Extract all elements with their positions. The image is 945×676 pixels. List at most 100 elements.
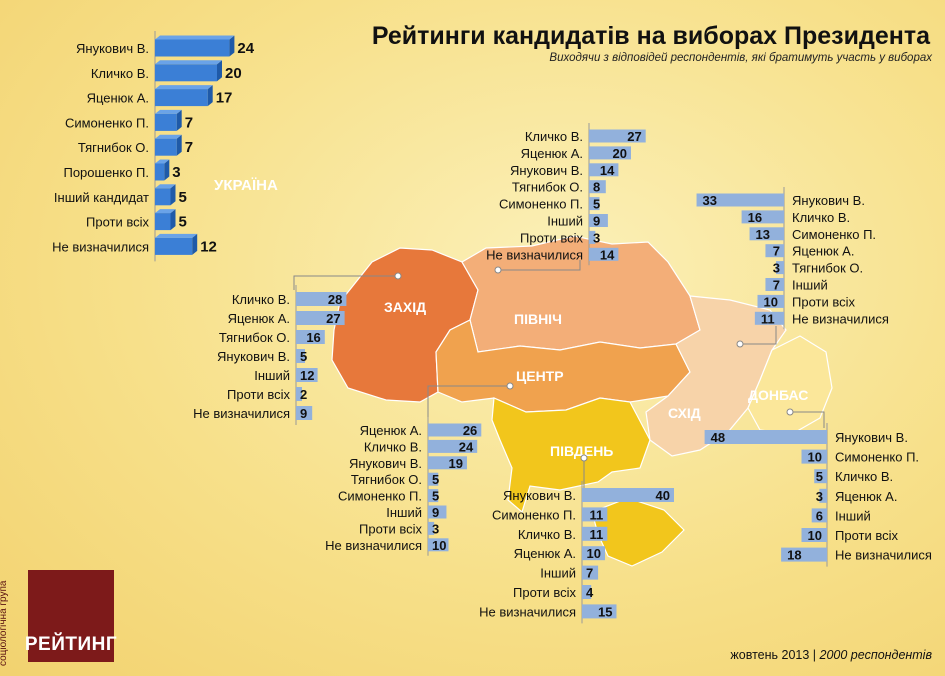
- logo-side-text: соціологічна група: [0, 580, 9, 667]
- region-label-donbas: ДОНБАС: [748, 387, 808, 403]
- bar: [155, 64, 217, 82]
- value-label: 16: [306, 330, 320, 345]
- category-label: Яценюк А.: [228, 311, 290, 326]
- bar: [801, 449, 827, 464]
- bar: [749, 227, 784, 241]
- bar: [582, 546, 605, 561]
- bar: [801, 528, 827, 542]
- category-label: Проти всіх: [792, 294, 855, 309]
- category-label: Яценюк А.: [514, 546, 576, 561]
- logo-name: РЕЙТИНГ: [24, 634, 118, 655]
- value-label: 3: [773, 261, 780, 276]
- bar: [428, 472, 439, 486]
- value-label: 17: [216, 90, 233, 107]
- value-label: 24: [237, 40, 254, 57]
- footer-separator: |: [812, 648, 817, 662]
- value-label: 10: [764, 294, 778, 309]
- category-label: Інший: [547, 214, 583, 229]
- category-label: Не визначилися: [479, 604, 576, 619]
- bar: [155, 237, 193, 255]
- category-label: Янукович В.: [503, 488, 576, 503]
- value-label: 18: [787, 548, 801, 563]
- value-label: 12: [200, 238, 217, 255]
- value-label: 26: [463, 423, 477, 438]
- value-label: 7: [185, 139, 193, 156]
- bar: [582, 604, 617, 619]
- value-label: 10: [432, 538, 446, 553]
- value-label: 5: [300, 349, 307, 364]
- category-label: Кличко В.: [525, 129, 583, 144]
- bar: [155, 138, 177, 156]
- bar: [296, 406, 313, 420]
- bar: [428, 505, 447, 519]
- category-label: Інший: [254, 368, 290, 383]
- region-label-ukraine: УКРАЇНА: [214, 177, 278, 194]
- category-label: Симоненко П.: [792, 227, 876, 242]
- category-label: Кличко В.: [518, 527, 576, 542]
- bar: [582, 565, 599, 580]
- category-label: Не визначилися: [325, 538, 422, 553]
- value-label: 28: [328, 292, 342, 307]
- region-label-pivden: ПІВДЕНЬ: [550, 443, 613, 459]
- category-label: Кличко В.: [232, 292, 290, 307]
- category-label: Тягнибок О.: [792, 261, 863, 276]
- category-label: Яценюк А.: [835, 489, 897, 504]
- bar: [428, 538, 449, 552]
- bar: [155, 188, 171, 206]
- value-label: 6: [816, 508, 823, 523]
- bar-side: [164, 159, 170, 181]
- category-label: Тягнибок О.: [78, 140, 149, 155]
- bar: [696, 193, 784, 207]
- bar-top: [155, 85, 213, 90]
- bar: [589, 230, 596, 244]
- category-label: Симоненко П.: [492, 507, 576, 522]
- value-label: 14: [600, 163, 615, 178]
- category-label: Проти всіх: [835, 528, 898, 543]
- value-label: 5: [179, 214, 187, 231]
- bar: [757, 294, 784, 308]
- bar: [811, 508, 827, 523]
- value-label: 2: [300, 387, 307, 402]
- category-label: Яценюк А.: [360, 423, 422, 438]
- bar: [582, 526, 608, 541]
- value-label: 8: [593, 180, 600, 195]
- value-label: 11: [590, 527, 604, 542]
- bar: [765, 244, 784, 258]
- value-label: 15: [598, 604, 612, 619]
- bar: [296, 349, 305, 363]
- bar: [582, 585, 592, 599]
- value-label: 7: [773, 244, 780, 259]
- category-label: Симоненко П.: [65, 115, 149, 130]
- category-label: Янукович В.: [349, 456, 422, 471]
- bar: [765, 278, 784, 291]
- bar: [589, 197, 600, 211]
- value-label: 3: [432, 521, 439, 536]
- bar-side: [176, 109, 182, 131]
- bar-top: [155, 60, 222, 65]
- category-label: Яценюк А.: [521, 146, 583, 161]
- bar: [819, 488, 827, 503]
- value-label: 7: [586, 566, 593, 581]
- region-label-tsentr: ЦЕНТР: [516, 368, 564, 384]
- bar-side: [192, 233, 198, 255]
- category-label: Симоненко П.: [338, 489, 422, 504]
- category-label: Симоненко П.: [499, 197, 583, 212]
- bar: [428, 439, 478, 453]
- bar-top: [155, 209, 176, 214]
- bar: [814, 469, 827, 484]
- category-label: Інший: [792, 278, 828, 293]
- category-label: Яценюк А.: [87, 91, 149, 106]
- category-label: Інший: [386, 505, 422, 520]
- bar: [155, 163, 165, 181]
- value-label: 10: [808, 528, 822, 543]
- category-label: Порошенко П.: [63, 165, 149, 180]
- value-label: 3: [172, 164, 180, 181]
- chart-subtitle: Виходячи з відповідей респондентів, які …: [549, 52, 932, 64]
- value-label: 5: [593, 197, 600, 212]
- respondent-count: 2000 респондентів: [819, 648, 932, 662]
- value-label: 20: [613, 146, 627, 161]
- value-label: 20: [225, 65, 242, 82]
- category-label: Янукович В.: [835, 430, 908, 445]
- bar: [589, 247, 619, 261]
